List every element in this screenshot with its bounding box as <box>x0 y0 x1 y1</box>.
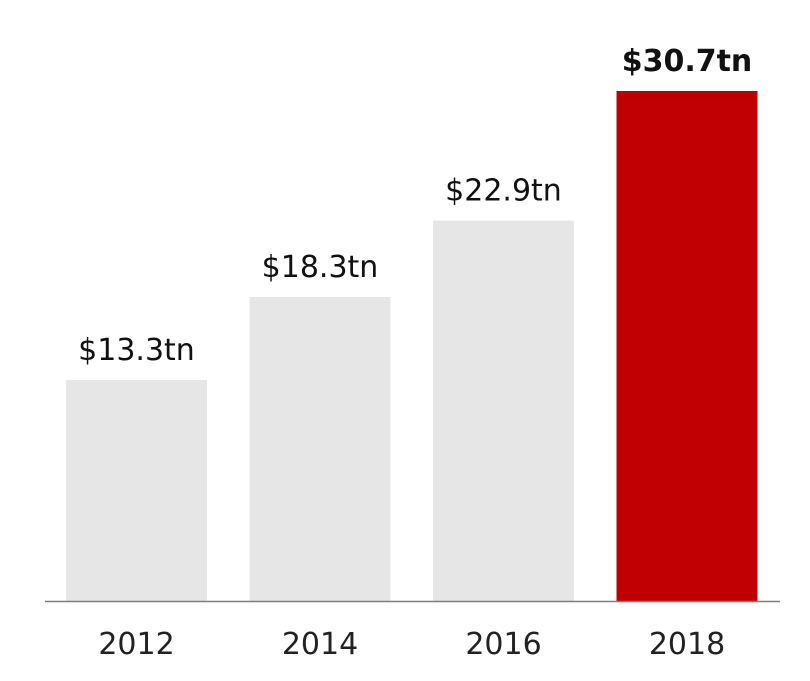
x-tick-label-2016: 2016 <box>465 627 541 662</box>
bar-2012 <box>66 380 207 601</box>
data-label-2012: $13.3tn <box>78 333 195 368</box>
x-tick-label-2018: 2018 <box>649 627 725 662</box>
data-label-2014: $18.3tn <box>262 250 379 285</box>
bar-2018 <box>616 91 758 601</box>
data-label-2018: $30.7tn <box>622 44 753 79</box>
x-tick-label-2012: 2012 <box>98 627 174 662</box>
x-tick-label-2014: 2014 <box>282 627 358 662</box>
bar-2016 <box>433 220 574 602</box>
data-label-2016: $22.9tn <box>445 174 562 209</box>
bar-2014 <box>249 296 391 601</box>
